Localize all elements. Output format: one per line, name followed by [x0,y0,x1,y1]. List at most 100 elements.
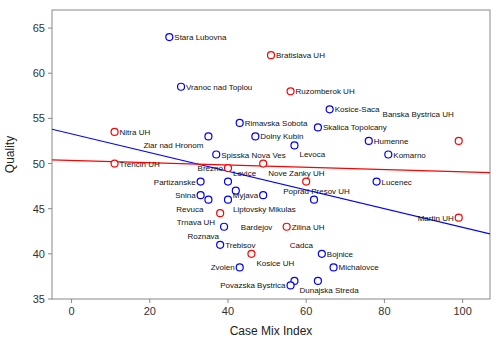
point-label: Skalica Topolcany [323,123,387,132]
y-tick-label: 60 [33,67,45,79]
point [260,192,267,199]
point-label: Zilina UH [292,223,325,232]
point-label: Zvolen [211,263,235,272]
y-tick-label: 35 [33,293,45,305]
point [283,223,290,230]
point-label: Levice [233,169,257,178]
y-axis-label: Quality [3,136,17,173]
point-label: Lucenec [382,178,412,187]
point-label: Nitra UH [120,128,151,137]
point-label: Myjava [233,191,259,200]
point [197,178,204,185]
point-label: Banska Bystrica UH [383,110,454,119]
point [224,165,231,172]
point-label: Ruzomberok UH [296,87,355,96]
point-label: Stara Lubovna [174,33,227,42]
point [205,133,212,140]
x-tick-label: 20 [144,305,156,317]
point-label: Martin UH [418,214,454,223]
point-label: Spisska Nova Ves [221,151,285,160]
point-label: Vranoc nad Toplou [186,83,252,92]
x-tick [71,299,72,303]
point [365,137,372,144]
y-tick [48,299,52,300]
y-tick [48,73,52,74]
point-label: Humenne [374,137,409,146]
point-label: Bardejov [241,223,273,232]
point-label: Povazska Bystrica [220,281,286,290]
point-label: Bojnice [327,250,354,259]
point [326,106,333,113]
point [303,178,310,185]
point [311,196,318,203]
point [236,264,243,271]
point-label: Dolny Kubin [260,132,303,141]
point-label: Bratislava UH [276,51,325,60]
point [318,250,325,257]
x-tick-label: 0 [68,305,74,317]
trend-line [52,129,490,234]
y-tick [48,118,52,119]
point [224,178,231,185]
y-tick-label: 55 [33,112,45,124]
point [287,282,294,289]
point-label: Snina [175,191,196,200]
point-label: Levoca [299,150,325,159]
point [248,250,255,257]
point-label: Kosice-Saca [335,105,380,114]
x-tick-label: 40 [222,305,234,317]
point [314,277,321,284]
point-label: Kosice UH [256,259,294,268]
point-label: Revuca [176,205,204,214]
point [166,34,173,41]
y-tick [48,253,52,254]
point [111,128,118,135]
point [224,196,231,203]
point [373,178,380,185]
point-label: Brezno [198,164,224,173]
x-tick [384,299,385,303]
x-axis-label: Case Mix Index [230,324,313,338]
point [330,264,337,271]
point-label: Dunajska Streda [299,286,359,295]
point-label: Trebisov [225,241,255,250]
point [314,124,321,131]
y-tick [48,208,52,209]
point [217,210,224,217]
x-tick-label: 100 [453,305,471,317]
point [455,137,462,144]
point [252,133,259,140]
point [217,241,224,248]
x-tick [227,299,228,303]
point-label: Michalovce [339,263,380,272]
point-label: Cadca [290,241,314,250]
x-tick [462,299,463,303]
plot-frame [52,10,490,299]
point-label: Rimavska Sobota [245,119,308,128]
point [178,83,185,90]
plot-area [52,34,490,289]
point-label: Komarno [393,151,426,160]
x-tick [306,299,307,303]
point [385,151,392,158]
point-label: Liptovsky Mikulas [233,205,296,214]
x-tick [149,299,150,303]
point [260,160,267,167]
point-label: Nove Zanky UH [268,169,325,178]
point-labels: Stara Lubovna Vranoc nad Toplou Bratislava… [120,33,454,295]
point [236,119,243,126]
point [111,160,118,167]
point-label: Presov UH [311,187,350,196]
point-label: Poprad [283,187,309,196]
y-tick [48,163,52,164]
point [268,52,275,59]
point-label: Trencin UH [120,160,160,169]
point [213,151,220,158]
chart: 02040608010035404550556065Case Mix Index… [0,0,500,343]
y-tick-label: 40 [33,248,45,260]
point-label: Partizanske [154,178,196,187]
point [197,192,204,199]
x-tick-label: 60 [300,305,312,317]
point-label: Ziar nad Hronom [143,141,203,150]
y-tick-label: 65 [33,22,45,34]
